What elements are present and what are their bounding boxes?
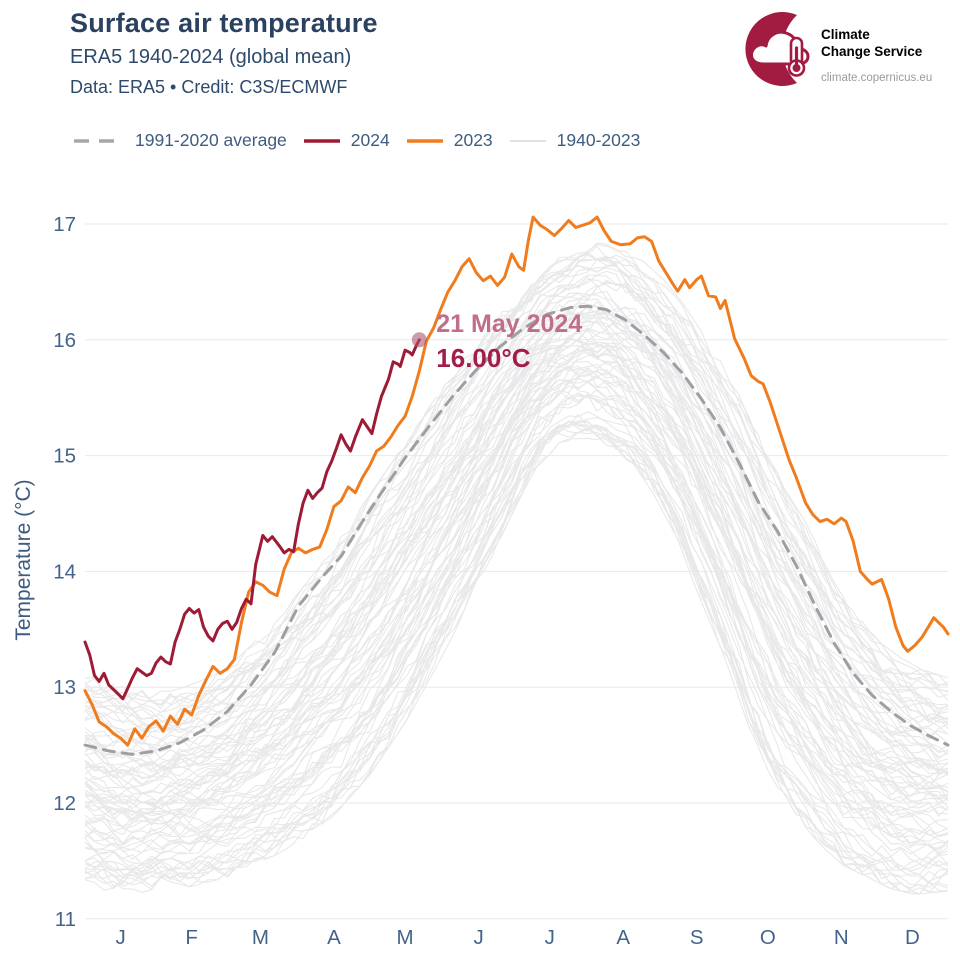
c3s-logo-line1: Climate	[821, 27, 870, 42]
ensemble-year-line	[84, 327, 949, 784]
x-tick-label-1: J	[115, 926, 125, 949]
ensemble-year-line	[84, 368, 949, 817]
ensemble-year-line	[84, 380, 949, 846]
x-tick-label-6: J	[473, 926, 483, 949]
ensemble-year-line	[84, 381, 949, 854]
annotation-value: 16.00°C	[436, 343, 530, 373]
data-credit-line: Data: ERA5 • Credit: C3S/ECMWF	[70, 77, 348, 97]
ensemble-year-line	[84, 348, 949, 819]
annotation-date: 21 May 2024	[436, 310, 582, 338]
y-tick-label-17: 17	[53, 213, 76, 236]
ensemble-year-line	[84, 370, 949, 829]
ensemble-year-line	[84, 284, 949, 758]
copernicus-url: climate.copernicus.eu	[821, 72, 933, 84]
c3s-logo-text: Climate Change Service	[821, 26, 922, 60]
ensemble-year-line	[84, 298, 949, 758]
ensemble-year-line	[84, 360, 949, 825]
ensemble-year-line	[84, 327, 949, 789]
ensemble-year-line	[84, 316, 949, 778]
ensemble-year-line	[84, 347, 949, 821]
ensemble-year-line	[84, 394, 949, 865]
x-tick-label-9: S	[690, 926, 704, 949]
x-tick-label-12: D	[905, 926, 920, 949]
x-tick-label-10: O	[760, 926, 776, 949]
ensemble-year-line	[84, 366, 949, 836]
x-tick-label-2: F	[185, 926, 198, 949]
ensemble-year-line	[84, 363, 949, 853]
ensemble-year-line	[84, 309, 949, 773]
ensemble-year-line	[84, 302, 949, 753]
latest-value-dot	[411, 332, 427, 348]
legend-label-2024: 2024	[350, 130, 390, 150]
ensemble-year-line	[84, 378, 949, 847]
ensemble-year-line	[84, 411, 949, 873]
chart-header: Surface air temperature ERA5 1940-2024 (…	[70, 8, 378, 98]
legend-item-average[interactable]: 1991-2020 average	[73, 130, 287, 151]
series-line-1991-2020-average	[83, 304, 950, 756]
legend-label-average: 1991-2020 average	[135, 130, 287, 150]
y-tick-label-13: 13	[53, 676, 76, 699]
x-tick-label-4: A	[327, 926, 341, 949]
c3s-crescent-cloud-thermometer-icon	[745, 12, 810, 86]
ensemble-year-line	[84, 374, 949, 860]
ensemble-year-line	[84, 344, 949, 804]
x-tick-label-3: M	[252, 926, 269, 949]
legend-item-2024[interactable]: 2024	[303, 130, 390, 151]
ensemble-year-line	[84, 254, 949, 733]
ensemble-year-line	[84, 264, 949, 731]
ensemble-year-line	[84, 300, 949, 768]
ensemble-year-line	[84, 413, 949, 895]
ensemble-year-line	[84, 337, 949, 805]
y-axis-title: Temperature (°C)	[12, 479, 35, 640]
x-tick-label-5: M	[397, 926, 414, 949]
ensemble-year-line	[84, 368, 949, 850]
x-tick-label-7: J	[545, 926, 555, 949]
y-tick-label-12: 12	[53, 792, 76, 815]
ensemble-year-line	[84, 255, 949, 720]
ensemble-year-line	[84, 424, 949, 893]
chart-legend: 1991-2020 average 2024 2023 1940-2023	[73, 130, 640, 151]
y-tick-label-16: 16	[53, 329, 76, 352]
x-tick-label-8: A	[616, 926, 630, 949]
legend-item-2023[interactable]: 2023	[406, 130, 493, 151]
legend-label-ensemble: 1940-2023	[556, 130, 641, 150]
ensemble-year-line	[84, 365, 949, 836]
ensemble-year-line	[84, 388, 949, 865]
series-line-2024	[83, 338, 421, 701]
y-tick-label-11: 11	[55, 908, 76, 931]
y-tick-label-14: 14	[53, 560, 76, 583]
y-tick-label-15: 15	[53, 445, 76, 468]
ensemble-year-line	[84, 320, 949, 769]
ensemble-year-line	[84, 425, 949, 885]
ensemble-lines-1940-2023	[84, 242, 949, 895]
x-tick-label-11: N	[834, 926, 849, 949]
dashed-line-swatch	[74, 138, 124, 143]
legend-label-2023: 2023	[453, 130, 493, 150]
c3s-logo-line2: Change Service	[821, 44, 923, 59]
chart-subtitle: ERA5 1940-2024 (global mean)	[70, 46, 352, 68]
legend-item-ensemble[interactable]: 1940-2023	[509, 130, 641, 151]
ensemble-year-line	[84, 420, 949, 893]
thin-line-swatch-ensemble	[509, 139, 546, 142]
ensemble-year-line	[84, 417, 949, 880]
ensemble-year-line	[84, 339, 949, 804]
series-line-2023	[83, 215, 950, 747]
page-title: Surface air temperature	[70, 8, 378, 38]
solid-line-swatch-2023	[406, 138, 443, 143]
solid-line-swatch-2024	[303, 138, 340, 143]
ensemble-year-line	[84, 242, 949, 710]
